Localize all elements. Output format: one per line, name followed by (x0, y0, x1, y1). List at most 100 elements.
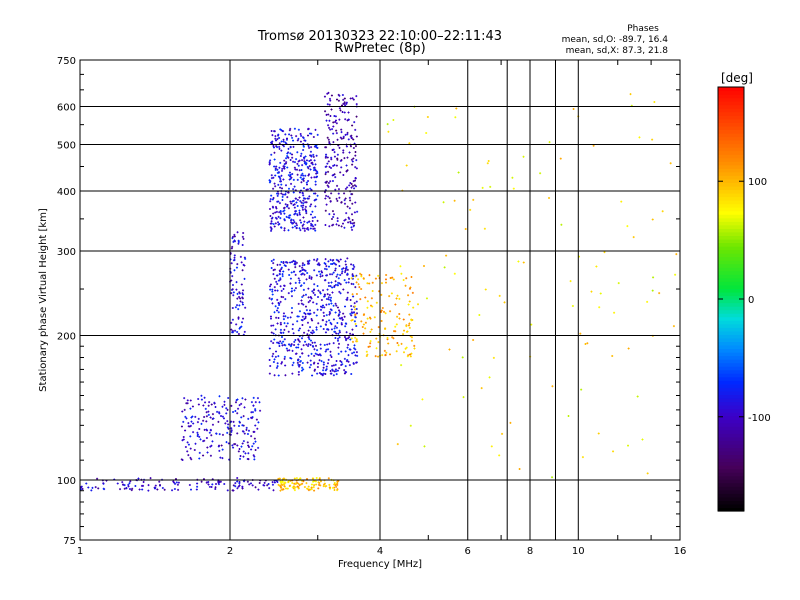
data-point (348, 336, 351, 339)
data-point (343, 192, 346, 195)
colorbar-segment (718, 291, 744, 297)
data-point (307, 287, 310, 290)
data-point (314, 223, 317, 226)
data-point (353, 302, 356, 305)
data-point (353, 320, 356, 323)
data-point (301, 224, 304, 227)
data-point (188, 483, 191, 486)
data-point (307, 179, 310, 182)
data-point (244, 398, 247, 401)
data-point (337, 192, 340, 195)
data-point (275, 366, 278, 369)
data-point (227, 442, 230, 445)
data-point (288, 274, 291, 277)
colorbar-segment (718, 178, 744, 183)
data-point (328, 310, 331, 313)
data-point (339, 292, 342, 295)
data-point (205, 481, 208, 484)
colorbar-segment (718, 168, 744, 173)
data-point (301, 172, 304, 175)
data-point (291, 481, 294, 484)
data-point (289, 173, 292, 176)
data-point (409, 353, 412, 356)
data-point (277, 200, 280, 203)
data-point (627, 444, 630, 447)
data-point (250, 401, 253, 404)
data-point (284, 162, 287, 165)
data-point (360, 320, 363, 323)
data-point (300, 201, 303, 204)
data-point (311, 319, 314, 322)
data-point (304, 312, 307, 315)
data-point (324, 331, 327, 334)
colorbar-segment (718, 507, 744, 512)
data-point (275, 316, 278, 319)
data-point (189, 399, 192, 402)
data-point (284, 344, 287, 347)
data-point (301, 315, 304, 318)
data-point (215, 482, 218, 485)
data-point (354, 166, 357, 169)
data-point (192, 431, 195, 434)
data-point (339, 136, 342, 139)
data-point (315, 314, 318, 317)
data-point (299, 200, 302, 203)
data-point (291, 486, 294, 489)
data-point (286, 204, 289, 207)
data-point (326, 103, 329, 106)
data-point (329, 321, 332, 324)
data-point (329, 354, 332, 357)
data-point (314, 480, 317, 483)
data-point (455, 107, 458, 110)
data-point (270, 153, 273, 156)
data-point (350, 305, 353, 307)
colorbar-segment (718, 320, 744, 325)
data-point (183, 408, 186, 411)
data-point (370, 304, 372, 307)
data-point (184, 445, 187, 448)
phases-heading: Phases (627, 24, 659, 34)
data-point (247, 458, 250, 461)
data-point (354, 322, 357, 325)
data-point (355, 325, 358, 328)
data-point (312, 169, 315, 172)
data-point (328, 486, 331, 489)
colorbar-segment (718, 238, 744, 244)
data-point (332, 374, 335, 377)
data-point (96, 477, 99, 480)
data-point (338, 290, 341, 293)
colorbar-segment (718, 415, 744, 420)
data-point (198, 457, 201, 460)
data-point (296, 198, 299, 201)
data-point (297, 128, 300, 131)
x-tick-label: 10 (572, 546, 585, 557)
data-point (328, 103, 331, 106)
data-point (462, 396, 465, 399)
data-point (290, 182, 293, 185)
data-point (230, 404, 233, 407)
data-point (322, 366, 325, 369)
data-point (313, 311, 316, 314)
data-point (332, 223, 335, 226)
data-point (308, 338, 311, 341)
data-point (384, 278, 387, 281)
data-point (273, 358, 276, 361)
data-point (350, 372, 353, 375)
data-point (626, 225, 629, 228)
data-point (651, 218, 654, 221)
data-point (276, 263, 279, 266)
data-point (243, 330, 246, 333)
data-point (339, 109, 342, 112)
data-point (313, 368, 316, 371)
data-point (211, 423, 214, 426)
data-point (331, 286, 334, 289)
data-point (327, 113, 330, 116)
data-point (389, 310, 392, 313)
colorbar-segment (718, 387, 744, 392)
data-point (293, 260, 296, 263)
data-point (301, 159, 304, 162)
data-point (298, 196, 301, 199)
data-point (247, 429, 250, 432)
data-point (445, 254, 448, 257)
data-point (371, 281, 374, 284)
